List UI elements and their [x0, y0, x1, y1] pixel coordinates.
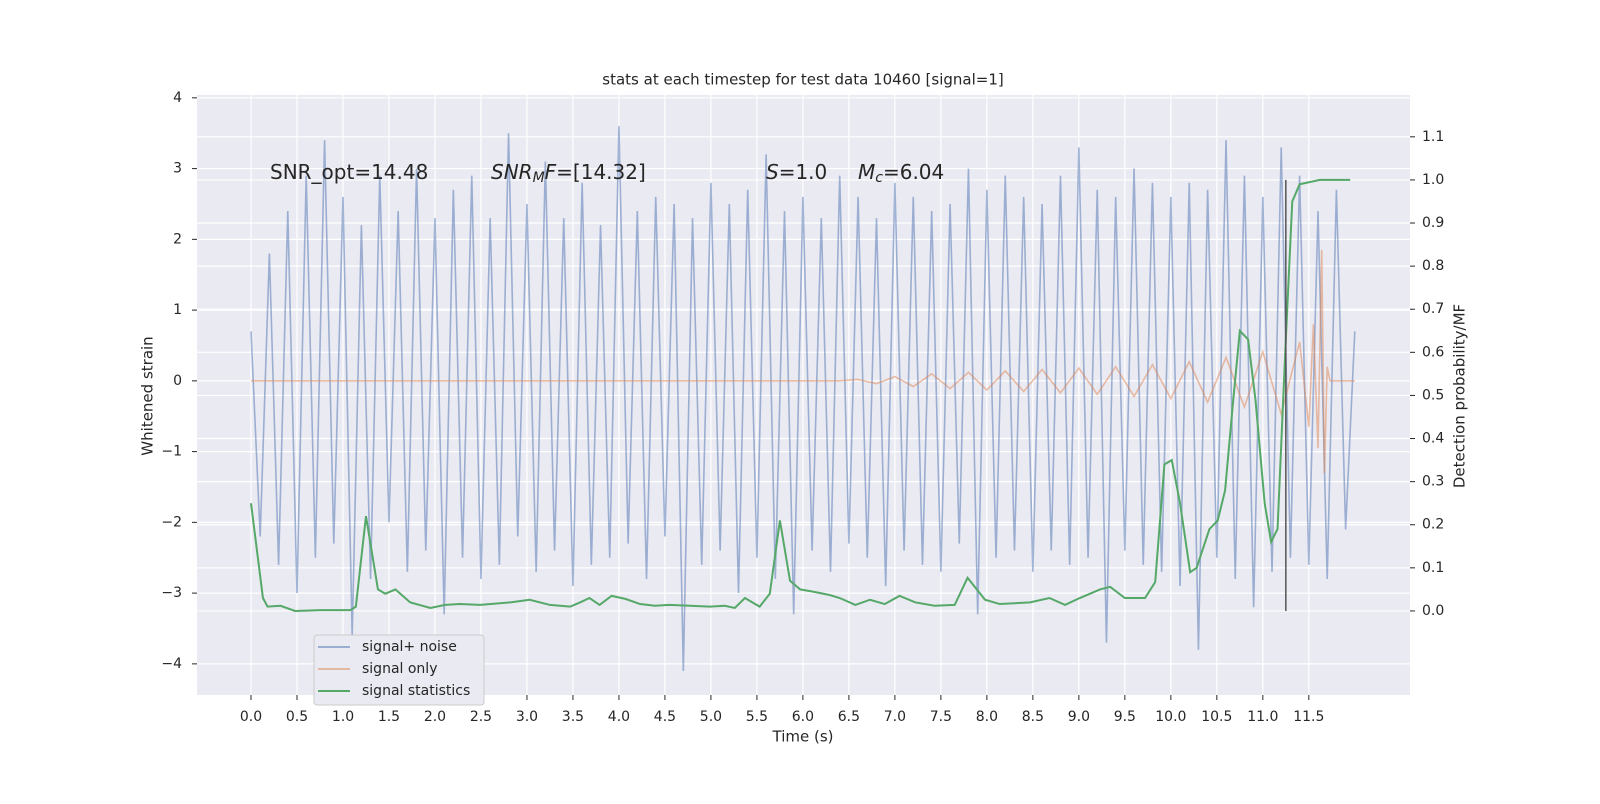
series-line [249, 178, 1351, 612]
x-tick-label: 6.0 [792, 709, 814, 725]
annotation: SNR_opt=14.48 [270, 160, 428, 184]
y2-tick-label: 0.7 [1422, 301, 1444, 317]
annotation: S=1.0 [766, 160, 827, 184]
x-tick-label: 9.5 [1114, 709, 1136, 725]
x-tick-label: 1.0 [332, 709, 354, 725]
x-tick-label: 6.5 [838, 709, 860, 725]
x-tick-label: 0.5 [286, 709, 308, 725]
y2-tick-label: 0.1 [1422, 560, 1444, 576]
x-tick-label: 3.0 [516, 709, 538, 725]
x-tick-label: 2.0 [424, 709, 446, 725]
y2-tick-label: 0.8 [1422, 258, 1444, 274]
legend-box [313, 634, 485, 706]
x-tick-label: 10.5 [1201, 709, 1232, 725]
x-tick-label: 5.5 [746, 709, 768, 725]
y-tick-label: −1 [161, 444, 182, 460]
y-tick-label: 2 [173, 231, 182, 247]
annotation: SNRMF=[14.32] [491, 160, 646, 187]
x-tick-label: 8.0 [976, 709, 998, 725]
x-tick-label: 0.0 [240, 709, 262, 725]
annotation-part: F [545, 160, 557, 184]
annotation-part: M [858, 160, 875, 184]
annotation-part: M [533, 170, 545, 186]
y2-tick-label: 0.6 [1422, 344, 1444, 360]
x-tick-label: 7.5 [930, 709, 952, 725]
annotation: Mc=6.04 [858, 160, 944, 187]
y2-tick-label: 0.5 [1422, 387, 1444, 403]
y2-tick-label: 0.4 [1422, 431, 1444, 447]
y2-tick-label: 0.9 [1422, 215, 1444, 231]
y-tick-label: 4 [173, 90, 182, 106]
y2-tick-label: 1.0 [1422, 172, 1444, 188]
series-line [250, 249, 1355, 473]
x-tick-label: 10.0 [1155, 709, 1186, 725]
x-tick-label: 1.5 [378, 709, 400, 725]
y2-tick-label: 0.0 [1422, 603, 1444, 619]
x-tick-label: 5.0 [700, 709, 722, 725]
annotation-part: S [766, 160, 779, 184]
y2-tick-label: 0.3 [1422, 474, 1444, 490]
annotation-part: =[14.32] [556, 160, 646, 184]
x-tick-label: 11.0 [1247, 709, 1278, 725]
x-tick-label: 9.0 [1068, 709, 1090, 725]
x-tick-label: 2.5 [470, 709, 492, 725]
y-tick-label: 0 [173, 373, 182, 389]
y-axis-label: Whitened strain [139, 336, 157, 455]
chart-title: stats at each timestep for test data 104… [602, 71, 1003, 89]
annotation-part: SNR [491, 160, 533, 184]
legend-label: signal statistics [362, 683, 470, 699]
legend-label: signal only [362, 661, 437, 677]
grid [197, 95, 1410, 695]
y2-axis-label: Detection probability/MF [1451, 304, 1469, 488]
x-axis-label: Time (s) [772, 728, 834, 746]
y-tick-label: 1 [173, 302, 182, 318]
x-tick-label: 4.5 [654, 709, 676, 725]
annotation-part: SNR_opt=14.48 [270, 160, 428, 184]
y-tick-label: 3 [173, 161, 182, 177]
annotation-part: c [875, 170, 883, 186]
series-group [249, 126, 1356, 671]
y-tick-label: −2 [161, 514, 182, 530]
series-line [250, 126, 1356, 671]
x-tick-label: 4.0 [608, 709, 630, 725]
y2-tick-label: 1.1 [1422, 129, 1444, 145]
annotation-part: =6.04 [883, 160, 944, 184]
x-tick-label: 7.0 [884, 709, 906, 725]
x-tick-label: 3.5 [562, 709, 584, 725]
legend-label: signal+ noise [362, 639, 457, 655]
y-tick-label: −4 [161, 656, 182, 672]
x-tick-label: 8.5 [1022, 709, 1044, 725]
annotation-part: =1.0 [779, 160, 828, 184]
x-tick-label: 11.5 [1293, 709, 1324, 725]
y2-tick-label: 0.2 [1422, 517, 1444, 533]
y-tick-label: −3 [161, 585, 182, 601]
